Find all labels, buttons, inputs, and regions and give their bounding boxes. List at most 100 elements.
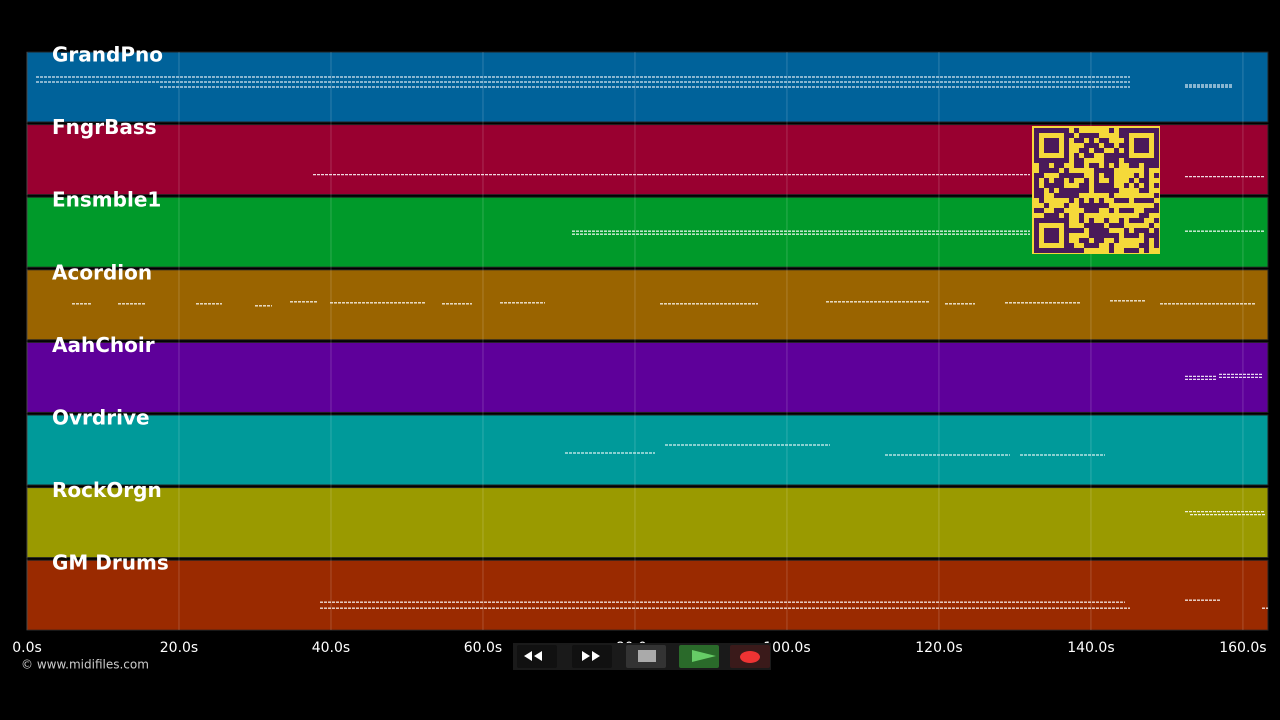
qr-module (1099, 203, 1104, 208)
qr-module (1079, 188, 1084, 193)
qr-module (1094, 163, 1099, 168)
qr-module (1034, 188, 1039, 193)
qr-module (1034, 238, 1039, 243)
qr-module (1039, 188, 1044, 193)
qr-module (1039, 158, 1044, 163)
qr-module (1069, 133, 1074, 138)
qr-module (1044, 128, 1049, 133)
qr-module (1114, 148, 1119, 153)
qr-module (1094, 238, 1099, 243)
qr-module (1129, 248, 1134, 253)
qr-module (1074, 248, 1079, 253)
qr-module (1144, 213, 1149, 218)
qr-module (1139, 138, 1144, 143)
qr-module (1124, 158, 1129, 163)
qr-module (1109, 143, 1114, 148)
qr-module (1119, 143, 1124, 148)
qr-module (1109, 128, 1114, 133)
qr-module (1039, 128, 1044, 133)
qr-module (1124, 248, 1129, 253)
qr-module (1089, 233, 1094, 238)
track-lane (26, 559, 1269, 631)
qr-module (1079, 213, 1084, 218)
qr-module (1129, 128, 1134, 133)
qr-module (1144, 128, 1149, 133)
qr-module (1034, 223, 1039, 228)
qr-module (1154, 208, 1159, 213)
qr-module (1109, 193, 1114, 198)
qr-module (1064, 138, 1069, 143)
qr-module (1034, 133, 1039, 138)
tick-label: 60.0s (464, 640, 502, 656)
qr-module (1144, 148, 1149, 153)
qr-module (1154, 218, 1159, 223)
qr-module (1079, 218, 1084, 223)
qr-module (1109, 188, 1114, 193)
qr-module (1109, 168, 1114, 173)
qr-module (1099, 168, 1104, 173)
qr-module (1079, 133, 1084, 138)
record-icon (740, 651, 760, 663)
qr-module (1139, 178, 1144, 183)
qr-module (1109, 153, 1114, 158)
qr-module (1034, 218, 1039, 223)
qr-module (1129, 158, 1134, 163)
qr-module (1104, 138, 1109, 143)
qr-module (1039, 193, 1044, 198)
qr-module (1139, 198, 1144, 203)
qr-module (1114, 233, 1119, 238)
qr-module (1104, 143, 1109, 148)
qr-module (1114, 188, 1119, 193)
qr-module (1054, 208, 1059, 213)
qr-module (1109, 248, 1114, 253)
qr-module (1039, 208, 1044, 213)
qr-module (1059, 208, 1064, 213)
qr-module (1104, 188, 1109, 193)
qr-module (1074, 228, 1079, 233)
qr-module (1059, 128, 1064, 133)
qr-module (1054, 138, 1059, 143)
qr-module (1124, 148, 1129, 153)
qr-module (1119, 128, 1124, 133)
qr-module (1144, 243, 1149, 248)
qr-module (1099, 183, 1104, 188)
qr-module (1154, 128, 1159, 133)
qr-module (1089, 203, 1094, 208)
qr-module (1109, 178, 1114, 183)
qr-module (1034, 233, 1039, 238)
track-lane (26, 487, 1269, 559)
qr-module (1094, 173, 1099, 178)
qr-module (1079, 173, 1084, 178)
qr-module (1059, 158, 1064, 163)
qr-module (1054, 158, 1059, 163)
qr-module (1149, 233, 1154, 238)
qr-module (1069, 188, 1074, 193)
qr-module (1099, 238, 1104, 243)
qr-module (1109, 243, 1114, 248)
qr-module (1134, 183, 1139, 188)
qr-module (1154, 228, 1159, 233)
qr-module (1064, 148, 1069, 153)
qr-module (1139, 243, 1144, 248)
qr-module (1069, 228, 1074, 233)
qr-module (1079, 183, 1084, 188)
qr-module (1134, 248, 1139, 253)
qr-module (1084, 243, 1089, 248)
qr-module (1109, 233, 1114, 238)
qr-module (1104, 168, 1109, 173)
qr-module (1044, 248, 1049, 253)
qr-module (1094, 178, 1099, 183)
play-icon (692, 650, 716, 662)
qr-module (1139, 158, 1144, 163)
qr-module (1054, 183, 1059, 188)
qr-module (1094, 243, 1099, 248)
qr-module (1049, 148, 1054, 153)
qr-module (1109, 208, 1114, 213)
qr-module (1044, 168, 1049, 173)
qr-module (1039, 198, 1044, 203)
qr-module (1034, 243, 1039, 248)
track-lane (26, 269, 1269, 341)
qr-module (1044, 148, 1049, 153)
qr-module (1124, 133, 1129, 138)
qr-module (1154, 148, 1159, 153)
